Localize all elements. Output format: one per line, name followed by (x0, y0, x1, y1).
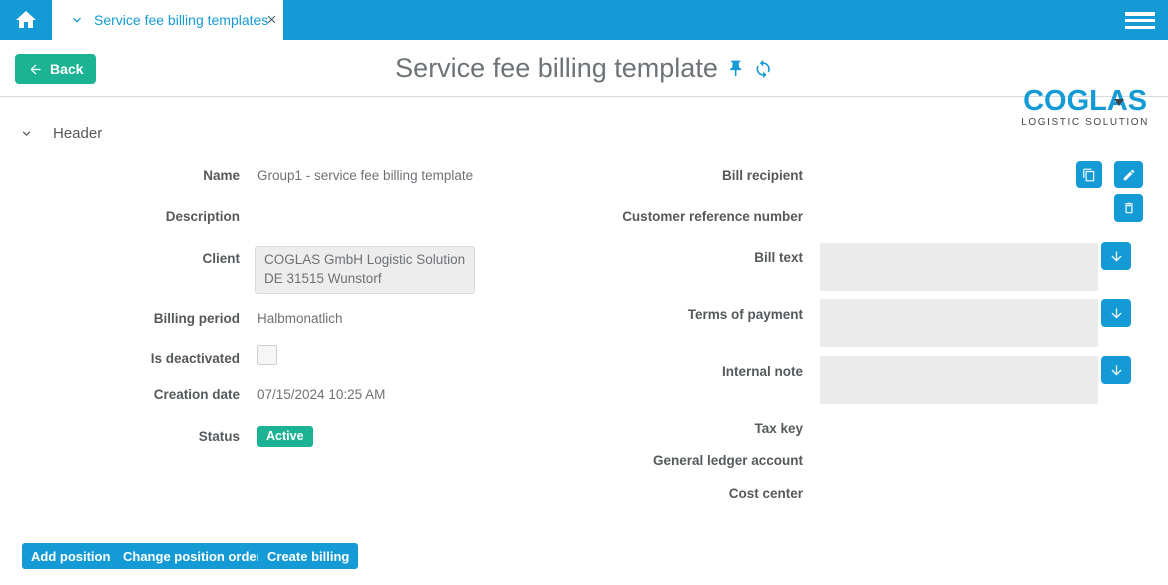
client-value: COGLAS GmbH Logistic Solution DE 31515 W… (255, 246, 476, 294)
menu-bar (1125, 12, 1155, 16)
status-label: Status (198, 429, 240, 444)
arrow-left-icon (28, 62, 43, 77)
tax-key-label: Tax key (754, 421, 803, 436)
client-line-2: DE 31515 Wunstorf (264, 271, 382, 286)
pin-icon[interactable] (726, 59, 745, 78)
terms-of-payment-expand-button[interactable] (1101, 299, 1131, 327)
arrow-down-icon (1109, 249, 1124, 264)
back-button[interactable]: Back (15, 54, 97, 84)
bill-text-expand-button[interactable] (1101, 242, 1131, 270)
delete-button[interactable] (1114, 194, 1143, 222)
creation-date-label: Creation date (153, 387, 240, 402)
billing-period-value: Halbmonatlich (257, 311, 343, 326)
home-icon (14, 8, 38, 32)
terms-of-payment-input[interactable] (820, 299, 1098, 347)
home-button[interactable] (0, 0, 52, 40)
copy-button[interactable] (1076, 161, 1102, 188)
menu-icon[interactable] (1125, 12, 1155, 29)
terms-of-payment-label: Terms of payment (687, 307, 803, 322)
bill-recipient-label: Bill recipient (721, 168, 803, 183)
change-position-order-button[interactable]: Change position order (114, 543, 271, 569)
copy-icon (1082, 168, 1096, 182)
name-label: Name (203, 168, 240, 183)
general-ledger-account-label: General ledger account (652, 453, 803, 468)
refresh-icon[interactable] (753, 59, 773, 79)
edit-icon (1122, 168, 1136, 182)
delete-icon (1122, 201, 1136, 215)
internal-note-expand-button[interactable] (1101, 356, 1131, 384)
menu-bar (1125, 25, 1155, 29)
back-button-label: Back (50, 61, 84, 77)
internal-note-input[interactable] (820, 356, 1098, 404)
cost-center-label: Cost center (728, 486, 803, 501)
name-value: Group1 - service fee billing template (257, 168, 474, 183)
section-header-toggle[interactable]: Header (14, 120, 102, 146)
edit-button[interactable] (1114, 161, 1143, 188)
menu-bar (1125, 18, 1155, 23)
page-header: Back Service fee billing template COGLAS… (0, 40, 1168, 128)
client-label: Client (202, 251, 240, 266)
is-deactivated-label: Is deactivated (150, 351, 240, 366)
tab-service-fee-billing-templates[interactable]: Service fee billing templates (52, 0, 283, 40)
page-title: Service fee billing template (395, 53, 718, 83)
description-label: Description (165, 209, 240, 224)
section-title: Header (53, 124, 103, 142)
chevron-down-icon (19, 126, 34, 141)
title-row: Service fee billing template (395, 40, 773, 97)
client-line-1: COGLAS GmbH Logistic Solution (264, 252, 466, 267)
logo-name: COGLAS (1023, 85, 1148, 117)
add-position-button[interactable]: Add position (22, 543, 120, 569)
arrow-down-icon (1109, 363, 1124, 378)
bill-text-label: Bill text (754, 250, 803, 265)
logo-subtitle: LOGISTIC SOLUTION (1021, 117, 1149, 128)
is-deactivated-checkbox[interactable] (257, 345, 277, 365)
coglas-logo: COGLAS LOGISTIC SOLUTION (1021, 86, 1149, 128)
top-navigation-bar: Service fee billing templates (0, 0, 1168, 40)
bill-text-input[interactable] (820, 243, 1098, 291)
chevron-down-icon[interactable] (69, 12, 85, 28)
arrow-down-icon (1109, 306, 1124, 321)
status-badge: Active (257, 426, 313, 447)
create-billing-button[interactable]: Create billing (258, 543, 359, 569)
customer-reference-number-label: Customer reference number (622, 209, 803, 224)
internal-note-label: Internal note (721, 364, 803, 379)
tab-label: Service fee billing templates (94, 12, 269, 28)
creation-date-value: 07/15/2024 10:25 AM (257, 387, 386, 402)
close-icon[interactable] (265, 13, 278, 26)
logo-a-accent (1114, 99, 1124, 106)
billing-period-label: Billing period (153, 311, 240, 326)
